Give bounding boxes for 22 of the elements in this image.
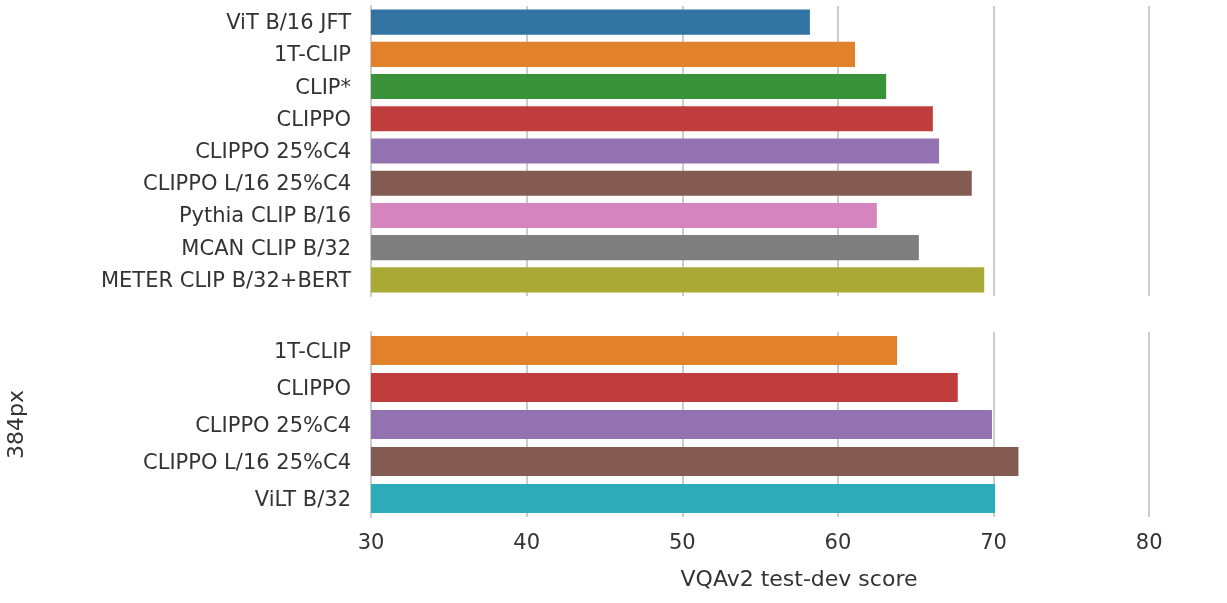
x-tick-label: 60 [824, 529, 852, 554]
x-axis-title: VQAv2 test-dev score [680, 565, 918, 591]
x-tick-label: 40 [513, 529, 540, 554]
y-tick-label: CLIPPO 25%C4 [195, 139, 351, 163]
y-tick-label: CLIP* [295, 74, 351, 99]
x-tick-label: 70 [980, 529, 1007, 554]
y-tick-label: CLIPPO 25%C4 [195, 412, 351, 437]
y-tick-label: CLIPPO L/16 25%C4 [143, 171, 351, 196]
y-tick-label: ViT B/16 JFT [226, 10, 352, 35]
y-tick-label: 1T-CLIP [273, 42, 351, 67]
y-tick-label: CLIPPO L/16 25%C4 [143, 449, 351, 474]
y-axis-title: 384px [2, 390, 28, 459]
y-tick-label: ViLT B/32 [254, 486, 351, 511]
y-tick-label: CLIPPO [276, 375, 351, 400]
y-tick-label: 1T-CLIP [273, 338, 351, 363]
x-tick-label: 30 [357, 529, 385, 554]
y-tick-label: Pythia CLIP B/16 [178, 203, 351, 228]
y-tick-label: CLIPPO [276, 106, 351, 131]
y-tick-label: MCAN CLIP B/32 [181, 235, 351, 260]
x-tick-label: 80 [1135, 529, 1163, 554]
x-tick-label: 50 [668, 529, 696, 554]
y-tick-label: METER CLIP B/32+BERT [100, 267, 352, 292]
